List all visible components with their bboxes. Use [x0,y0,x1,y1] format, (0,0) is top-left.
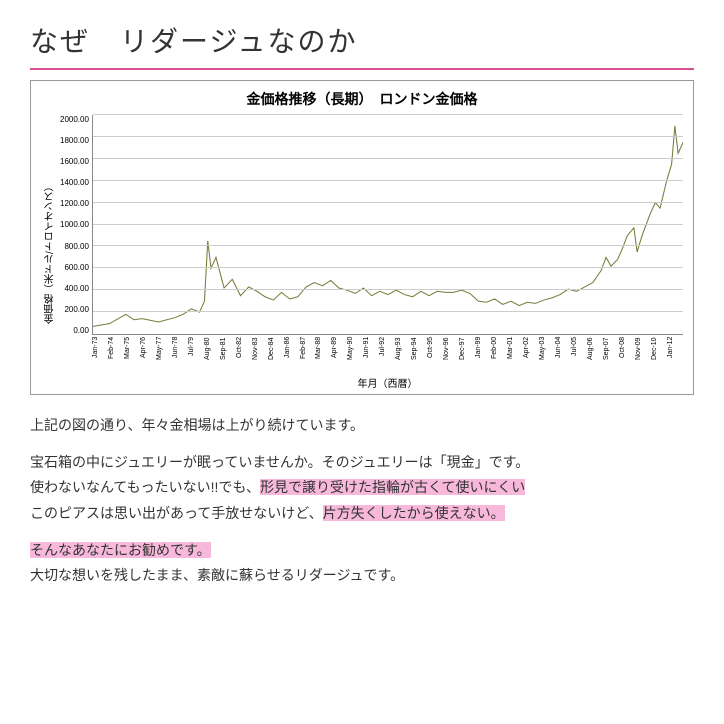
highlight-1: 形見で譲り受けた指輪が古くて使いにくい [260,479,525,495]
body-text: 上記の図の通り、年々金相場は上がり続けています。 宝石箱の中にジュエリーが眠って… [30,413,694,588]
highlight-2: 片方失くしたから使えない。 [323,505,505,521]
page-title: なぜ リダージュなのか [30,20,694,60]
y-ticks: 2000.001800.001600.001400.001200.001000.… [60,115,92,335]
chart-plot [92,115,683,335]
x-ticks: Jan-73Feb-74Mar-75Apr-76May-77Jun-78Jul-… [92,337,683,373]
chart-title: 金価格推移（長期） ロンドン金価格 [41,89,683,109]
divider [30,68,694,70]
paragraph-3: そんなあなたにお勧めです。 大切な想いを残したまま、素敵に蘇らせるリダージュです… [30,538,694,588]
x-axis-label: 年月（西暦） [92,375,683,390]
paragraph-1: 上記の図の通り、年々金相場は上がり続けています。 [30,413,694,438]
highlight-3: そんなあなたにお勧めです。 [30,542,211,558]
y-axis-label: 金価格（米ドル/トロイオンス） [41,115,60,390]
paragraph-2: 宝石箱の中にジュエリーが眠っていませんか。そのジュエリーは「現金」です。 使わな… [30,450,694,526]
chart-container: 金価格推移（長期） ロンドン金価格 金価格（米ドル/トロイオンス） 2000.0… [30,80,694,395]
